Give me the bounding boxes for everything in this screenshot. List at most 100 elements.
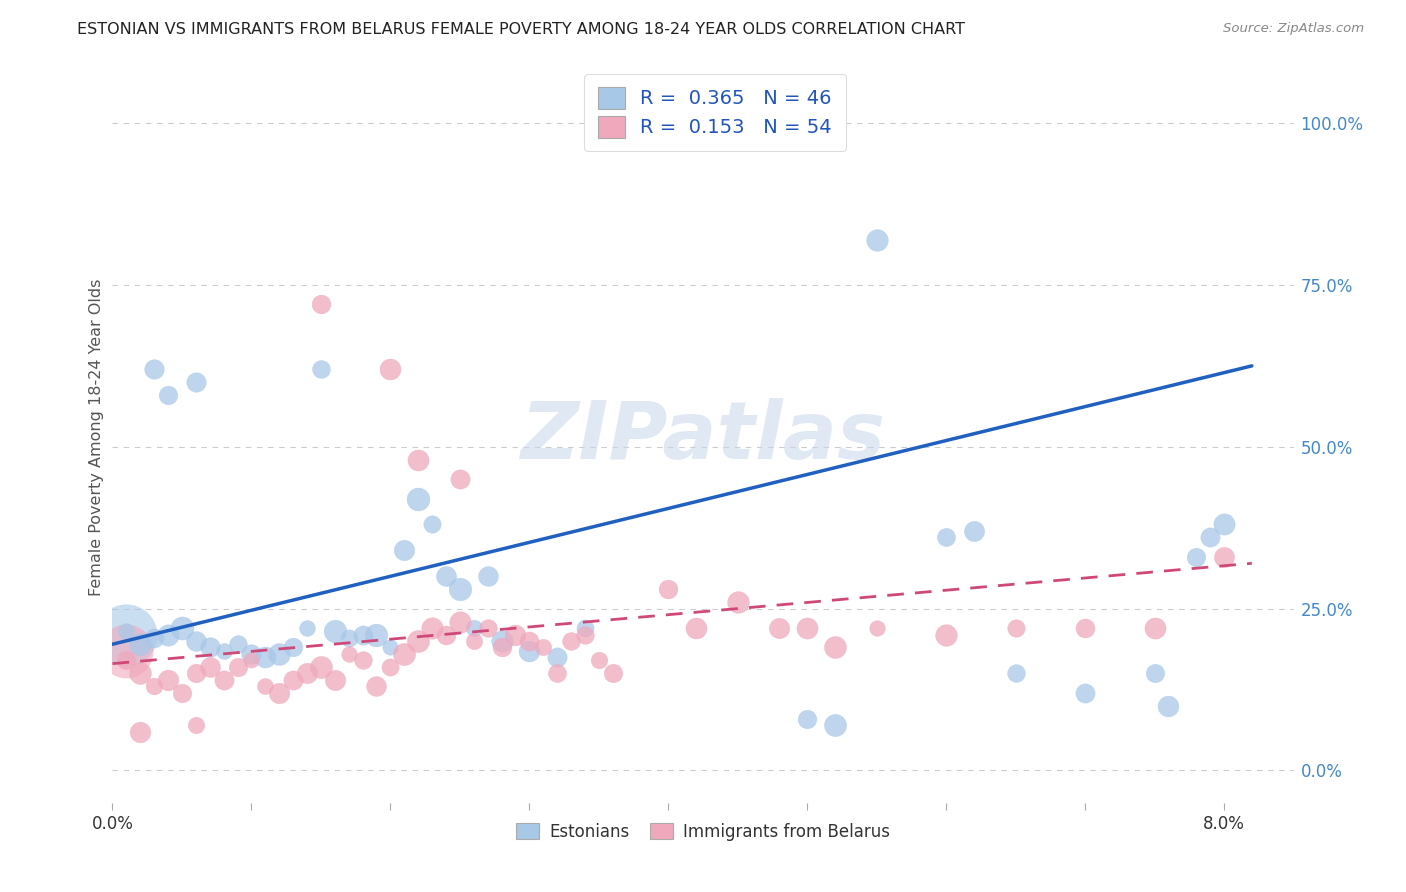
Point [1074,686,1097,700]
Point [115,643,138,657]
Point [269,686,291,700]
Point [449,582,471,597]
Point [420,621,443,635]
Point [963,524,986,538]
Point [824,718,846,732]
Point [212,643,235,657]
Text: Source: ZipAtlas.com: Source: ZipAtlas.com [1223,22,1364,36]
Point [226,637,249,651]
Point [115,653,138,667]
Point [337,631,360,645]
Point [463,634,485,648]
Point [129,637,152,651]
Point [143,679,166,693]
Point [505,627,527,641]
Point [254,650,277,665]
Point [1143,621,1166,635]
Point [434,569,457,583]
Point [560,634,582,648]
Point [129,724,152,739]
Point [517,643,540,657]
Point [240,653,263,667]
Point [352,627,374,641]
Point [323,673,346,687]
Point [1074,621,1097,635]
Point [1185,549,1208,564]
Point [824,640,846,655]
Point [198,640,221,655]
Point [588,653,610,667]
Point [796,621,818,635]
Point [212,673,235,687]
Point [170,621,193,635]
Point [254,679,277,693]
Point [727,595,749,609]
Point [768,621,790,635]
Point [309,362,332,376]
Point [281,640,304,655]
Point [1213,517,1236,532]
Point [269,647,291,661]
Point [380,362,402,376]
Point [406,491,429,506]
Point [491,634,513,648]
Point [935,627,957,641]
Point [143,362,166,376]
Point [115,624,138,639]
Point [295,666,318,681]
Point [449,615,471,629]
Point [309,660,332,674]
Point [198,660,221,674]
Point [477,621,499,635]
Point [602,666,624,681]
Point [323,624,346,639]
Point [491,640,513,655]
Point [420,517,443,532]
Point [935,530,957,544]
Point [143,631,166,645]
Point [184,666,207,681]
Point [170,686,193,700]
Point [866,621,889,635]
Point [1004,666,1026,681]
Point [157,627,180,641]
Point [157,673,180,687]
Point [449,472,471,486]
Point [866,233,889,247]
Point [157,388,180,402]
Point [1157,698,1180,713]
Point [380,660,402,674]
Point [531,640,554,655]
Point [796,712,818,726]
Point [546,666,568,681]
Point [184,634,207,648]
Point [657,582,679,597]
Text: ZIPatlas: ZIPatlas [520,398,886,476]
Point [226,660,249,674]
Point [406,452,429,467]
Point [184,718,207,732]
Point [366,679,388,693]
Point [295,621,318,635]
Point [394,647,416,661]
Point [463,621,485,635]
Point [1199,530,1222,544]
Point [184,375,207,389]
Point [380,640,402,655]
Point [406,634,429,648]
Point [574,621,596,635]
Point [477,569,499,583]
Y-axis label: Female Poverty Among 18-24 Year Olds: Female Poverty Among 18-24 Year Olds [89,278,104,596]
Point [1143,666,1166,681]
Point [352,653,374,667]
Point [394,543,416,558]
Point [366,627,388,641]
Point [1213,549,1236,564]
Point [434,627,457,641]
Point [517,634,540,648]
Point [546,650,568,665]
Point [337,647,360,661]
Point [574,627,596,641]
Point [129,666,152,681]
Legend: Estonians, Immigrants from Belarus: Estonians, Immigrants from Belarus [508,814,898,849]
